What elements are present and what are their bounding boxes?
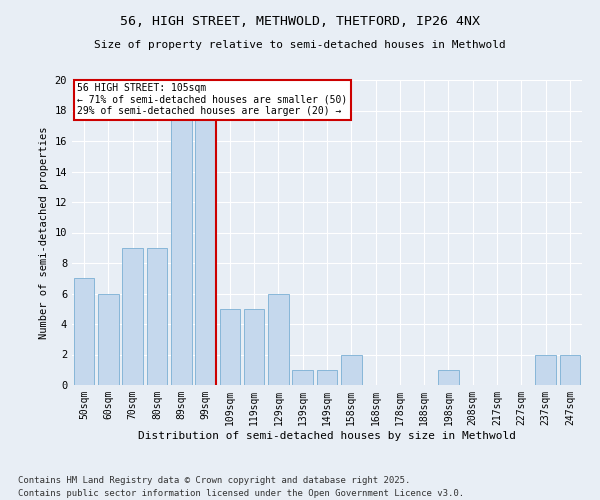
Text: 56 HIGH STREET: 105sqm
← 71% of semi-detached houses are smaller (50)
29% of sem: 56 HIGH STREET: 105sqm ← 71% of semi-det… [77, 83, 347, 116]
Y-axis label: Number of semi-detached properties: Number of semi-detached properties [39, 126, 49, 339]
Bar [146, 248, 167, 385]
Bar [560, 354, 580, 385]
Bar [98, 294, 119, 385]
X-axis label: Distribution of semi-detached houses by size in Methwold: Distribution of semi-detached houses by … [138, 430, 516, 440]
Bar [535, 354, 556, 385]
Bar [438, 370, 459, 385]
Bar [122, 248, 143, 385]
Bar [74, 278, 94, 385]
Bar [220, 308, 240, 385]
Bar [317, 370, 337, 385]
Text: Size of property relative to semi-detached houses in Methwold: Size of property relative to semi-detach… [94, 40, 506, 50]
Text: Contains public sector information licensed under the Open Government Licence v3: Contains public sector information licen… [18, 488, 464, 498]
Bar [244, 308, 265, 385]
Text: 56, HIGH STREET, METHWOLD, THETFORD, IP26 4NX: 56, HIGH STREET, METHWOLD, THETFORD, IP2… [120, 15, 480, 28]
Bar [341, 354, 362, 385]
Bar [268, 294, 289, 385]
Text: Contains HM Land Registry data © Crown copyright and database right 2025.: Contains HM Land Registry data © Crown c… [18, 476, 410, 485]
Bar [195, 95, 216, 385]
Bar [292, 370, 313, 385]
Bar [171, 95, 191, 385]
